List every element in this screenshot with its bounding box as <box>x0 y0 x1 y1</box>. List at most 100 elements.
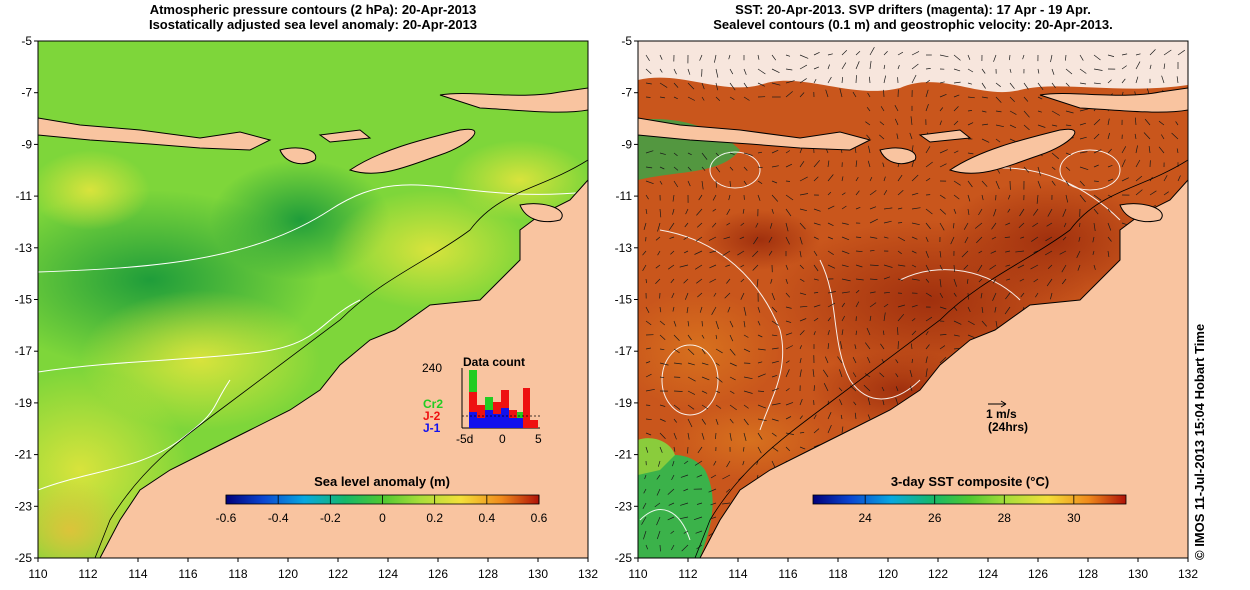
velocity-arrow <box>1007 194 1011 200</box>
velocity-arrow <box>645 278 647 284</box>
velocity-arrow <box>715 68 719 78</box>
velocity-arrow <box>1107 208 1111 213</box>
velocity-arrow <box>743 82 748 89</box>
lon-tick-label: 130 <box>528 567 548 581</box>
velocity-arrow <box>667 516 675 521</box>
velocity-arrow <box>869 264 879 266</box>
velocity-arrow <box>855 290 860 294</box>
velocity-arrow <box>743 320 746 328</box>
velocity-arrow <box>911 264 917 268</box>
sst-warm-region <box>638 290 780 410</box>
velocity-arrow <box>709 250 717 253</box>
velocity-arrow <box>729 348 736 356</box>
velocity-arrow <box>799 176 808 182</box>
velocity-arrow <box>1079 194 1086 203</box>
velocity-arrow <box>757 348 766 351</box>
velocity-arrow <box>673 404 681 410</box>
velocity-arrow <box>813 278 819 281</box>
velocity-arrow <box>687 334 692 341</box>
velocity-arrow <box>911 207 921 210</box>
velocity-arrow <box>799 222 806 230</box>
velocity-arrow <box>659 544 661 552</box>
velocity-arrow <box>785 208 792 217</box>
velocity-arrow <box>708 488 717 493</box>
velocity-arrow <box>1046 278 1053 287</box>
velocity-arrow <box>645 194 649 200</box>
velocity-arrow <box>1017 264 1025 269</box>
velocity-arrow <box>694 460 703 466</box>
velocity-arrow <box>967 320 975 326</box>
velocity-arrow <box>687 152 692 156</box>
velocity-arrow <box>757 390 765 392</box>
velocity-arrow <box>684 292 689 300</box>
velocity-arrow <box>673 334 680 341</box>
velocity-arrow <box>855 51 861 56</box>
sla-high-region-3 <box>38 480 130 558</box>
velocity-arrow <box>771 388 779 392</box>
velocity-arrow <box>1176 148 1179 154</box>
velocity-arrow <box>785 432 794 435</box>
velocity-arrow <box>641 516 647 525</box>
inset-bars <box>469 370 538 428</box>
velocity-arrow <box>976 236 983 244</box>
left-lat-ticks: -5 -7 -9 -11 -13 -15 -17 -19 -21 -23 -25 <box>15 34 38 565</box>
velocity-arrow <box>715 180 717 188</box>
velocity-arrow <box>645 432 652 436</box>
velocity-key-sublabel: (24hrs) <box>988 420 1028 434</box>
velocity-arrow <box>989 264 997 270</box>
velocity-arrow <box>1079 122 1087 126</box>
lat-tick-label: -7 <box>621 86 632 100</box>
velocity-arrow <box>897 304 905 308</box>
velocity-arrow <box>925 103 929 112</box>
velocity-arrow <box>687 432 690 440</box>
velocity-arrow <box>980 292 983 299</box>
velocity-arrow <box>855 75 857 84</box>
velocity-arrow <box>645 347 651 350</box>
velocity-arrow <box>743 376 753 380</box>
velocity-arrow <box>729 180 731 187</box>
velocity-arrow <box>672 208 675 215</box>
velocity-arrow <box>841 302 845 308</box>
velocity-arrow <box>645 54 650 61</box>
velocity-arrow <box>827 343 830 350</box>
velocity-arrow <box>729 68 734 75</box>
velocity-arrow <box>841 77 844 84</box>
velocity-arrow <box>911 236 918 240</box>
velocity-arrow <box>966 278 969 284</box>
velocity-arrow <box>897 250 902 255</box>
velocity-arrow <box>841 192 846 196</box>
velocity-arrow <box>1006 278 1011 281</box>
velocity-arrow <box>672 306 675 312</box>
velocity-arrow <box>673 390 683 392</box>
velocity-arrow <box>1033 208 1039 216</box>
velocity-arrow <box>669 236 675 239</box>
velocity-arrow <box>882 399 885 406</box>
velocity-arrow <box>673 348 680 354</box>
colorbar-tick-label: 0.6 <box>531 511 548 525</box>
velocity-arrow <box>687 376 696 382</box>
velocity-arrow <box>1031 236 1039 242</box>
velocity-arrow <box>659 432 666 440</box>
velocity-arrow <box>911 330 917 336</box>
velocity-arrow <box>1009 54 1011 61</box>
velocity-arrow <box>771 208 774 214</box>
velocity-arrow <box>771 432 777 437</box>
velocity-arrow <box>981 82 986 89</box>
velocity-arrow <box>726 222 731 226</box>
velocity-arrow <box>897 236 906 242</box>
right-lat-ticks: -5 -7 -9 -11 -13 -15 -17 -19 -21 -23 -25 <box>615 34 638 565</box>
velocity-arrow <box>687 68 691 75</box>
velocity-arrow <box>671 474 675 481</box>
inset-bar <box>485 410 493 428</box>
velocity-arrow <box>1036 194 1039 204</box>
velocity-arrow <box>1079 136 1087 140</box>
velocity-arrow <box>740 278 745 283</box>
velocity-arrow <box>757 166 763 169</box>
velocity-arrow <box>771 446 779 452</box>
velocity-arrow <box>645 544 649 550</box>
velocity-arrow <box>813 292 819 294</box>
velocity-arrow <box>911 192 919 196</box>
velocity-arrow <box>895 359 899 364</box>
velocity-arrow <box>785 402 794 406</box>
velocity-arrow <box>883 276 891 280</box>
